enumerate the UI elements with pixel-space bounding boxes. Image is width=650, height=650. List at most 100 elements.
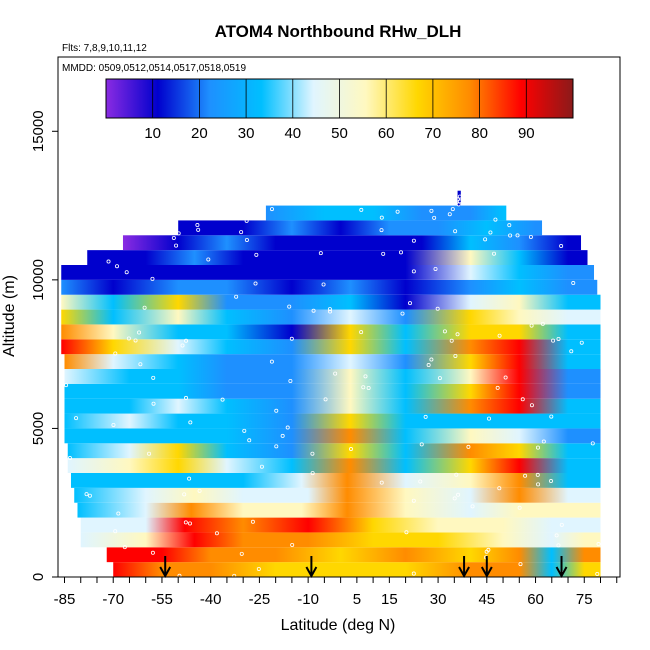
heatmap-band (64, 369, 601, 384)
colorbar-tick-label: 90 (518, 125, 535, 142)
measurement-point (398, 250, 403, 255)
measurement-point (535, 445, 540, 450)
measurement-point (142, 305, 147, 310)
measurement-point (214, 531, 219, 536)
measurement-point (540, 321, 545, 326)
measurement-point (311, 308, 316, 313)
profile-arrow (305, 556, 318, 579)
measurement-point (150, 276, 155, 281)
measurement-point (507, 223, 512, 228)
measurement-point (595, 571, 600, 576)
measurement-point (487, 416, 492, 421)
measurement-point (289, 336, 294, 341)
measurement-point (122, 545, 127, 550)
measurement-point (503, 375, 508, 380)
heatmap-band (61, 324, 601, 340)
measurement-point (359, 330, 364, 335)
measurement-point (151, 401, 156, 406)
profile-arrow (159, 556, 172, 579)
measurement-point (549, 414, 554, 419)
measurement-point (559, 244, 564, 249)
colorbar-tick-label: 30 (238, 125, 255, 142)
measurement-point (453, 353, 458, 358)
measurement-point (483, 237, 488, 242)
colorbar: 10 20 30 40 50 60 70 80 90 (105, 78, 574, 142)
measurement-point (87, 493, 92, 498)
measurement-point (535, 472, 540, 477)
heatmap-band (61, 339, 601, 355)
measurement-point (569, 349, 574, 354)
measurement-point (470, 504, 475, 509)
measurement-point (363, 374, 368, 379)
measurement-point (419, 442, 424, 447)
measurement-points (64, 194, 601, 578)
measurement-point (64, 383, 69, 388)
measurement-point (442, 329, 447, 334)
measurement-point (400, 311, 405, 316)
measurement-point (138, 362, 143, 367)
profile-arrows (159, 556, 568, 579)
plot-frame (57, 56, 621, 578)
measurement-point (206, 257, 211, 262)
measurement-point (196, 227, 201, 232)
profile-arrow (480, 556, 493, 579)
measurement-point (450, 207, 455, 212)
measurement-point (171, 235, 176, 240)
measurement-point (536, 482, 541, 487)
measurement-point (508, 233, 513, 238)
heatmap-layer (61, 190, 601, 577)
measurement-point (554, 533, 559, 538)
measurement-point (274, 444, 279, 449)
measurement-point (133, 338, 138, 343)
measurement-point (556, 543, 561, 548)
measurement-point (67, 456, 72, 461)
measurement-point (492, 251, 497, 256)
measurement-point (395, 209, 400, 214)
x-tick-label: -70 (102, 591, 124, 608)
measurement-point (418, 479, 423, 484)
profile-arrow (555, 556, 568, 579)
measurement-point (429, 208, 434, 213)
chart-title: ATOM4 Northbound RHw_DLH (215, 22, 462, 41)
measurement-point (429, 357, 434, 362)
measurement-point (274, 408, 279, 413)
measurement-point (124, 270, 129, 275)
flights-note: Flts: 7,8,9,10,11,12 (62, 43, 147, 54)
x-tick-label: -40 (200, 591, 222, 608)
measurement-point (366, 385, 371, 390)
measurement-point (449, 338, 454, 343)
measurement-point (379, 480, 384, 485)
heatmap-band (70, 473, 601, 488)
measurement-point (256, 566, 261, 571)
profile-arrow (458, 556, 470, 579)
heatmap-band (67, 443, 601, 459)
measurement-point (518, 562, 523, 567)
x-tick-label: -55 (151, 591, 173, 608)
colorbar-tick-label: 60 (378, 125, 395, 142)
measurement-point (404, 530, 409, 535)
y-tick-label: 0 (30, 573, 47, 581)
measurement-point (310, 451, 315, 456)
measurement-point (497, 333, 502, 338)
measurement-point (147, 451, 152, 456)
measurement-point (106, 259, 111, 264)
measurement-point (426, 363, 431, 368)
measurement-point (529, 323, 534, 328)
measurement-point (150, 550, 155, 555)
measurement-point (318, 251, 323, 256)
heatmap-band (64, 413, 601, 429)
measurement-point (551, 338, 556, 343)
measurement-point (348, 447, 353, 452)
measurement-point (239, 230, 244, 235)
measurement-point (182, 492, 187, 497)
x-tick-label: -10 (297, 591, 319, 608)
measurement-point (411, 238, 416, 243)
measurement-point (151, 375, 156, 380)
measurement-point (455, 332, 460, 337)
heatmap-band (61, 279, 598, 295)
heatmap-band (64, 398, 601, 414)
x-tick-label: 30 (430, 591, 447, 608)
dates-note: MMDD: 0509,0512,0514,0517,0518,0519 (62, 63, 246, 74)
measurement-point (571, 281, 576, 286)
